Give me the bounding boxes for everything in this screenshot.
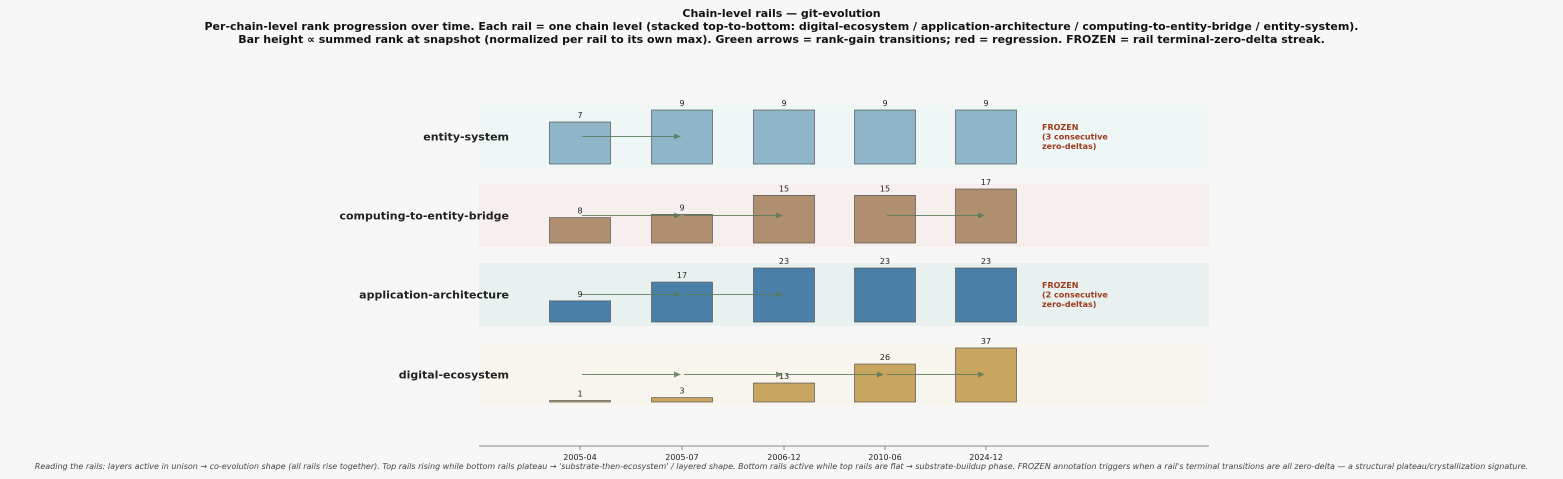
bar-value-label: 1 [577, 390, 582, 399]
frozen-annotation: zero-deltas) [1042, 142, 1096, 151]
rail-bar [854, 267, 916, 323]
rail-bar [753, 109, 815, 165]
frozen-annotation: FROZEN [1042, 123, 1078, 132]
rail-bar [854, 109, 916, 165]
bar-value-label: 26 [880, 353, 890, 362]
chart-subtitle-line-2: Bar height ∝ summed rank at snapshot (no… [238, 33, 1325, 46]
chart-subtitle-line-1: Per-chain-level rank progression over ti… [204, 20, 1359, 33]
bar-value-label: 17 [677, 271, 687, 280]
rail-bar [854, 363, 916, 403]
frozen-annotation: FROZEN [1042, 281, 1078, 290]
rail-label: digital-ecosystem [399, 369, 509, 382]
bar-value-label: 9 [882, 99, 887, 108]
rail-bar [549, 400, 611, 403]
bar-value-label: 23 [779, 257, 789, 266]
bar-value-label: 9 [679, 203, 684, 212]
rail-bar [955, 109, 1017, 165]
rail-bar [549, 300, 611, 323]
rail-bar [549, 217, 611, 244]
x-tick-label: 2010-06 [868, 453, 901, 462]
x-tick-label: 2006-12 [767, 453, 800, 462]
rail-label: computing-to-entity-bridge [339, 210, 509, 223]
rail-bar [854, 195, 916, 244]
frozen-annotation: (3 consecutive [1042, 133, 1108, 142]
x-tick-label: 2005-07 [665, 453, 698, 462]
rail-label: application-architecture [359, 289, 509, 302]
bar-value-label: 9 [983, 99, 988, 108]
chart-title: Chain-level rails — git-evolution [682, 7, 881, 20]
bar-value-label: 3 [679, 387, 684, 396]
rail-bar [651, 214, 713, 244]
x-tick-label: 2024-12 [969, 453, 1002, 462]
title-block: Chain-level rails — git-evolution Per-ch… [0, 7, 1563, 46]
reading-caption: Reading the rails: layers active in unis… [34, 462, 1529, 471]
frozen-annotation: zero-deltas) [1042, 300, 1096, 309]
rail-bar [753, 195, 815, 244]
bar-value-label: 9 [781, 99, 786, 108]
bar-value-label: 9 [577, 290, 582, 299]
bar-value-label: 7 [577, 111, 582, 120]
x-tick-label: 2005-04 [563, 453, 596, 462]
bar-value-label: 17 [981, 178, 991, 187]
bar-value-label: 8 [577, 207, 582, 216]
rail-bar [651, 281, 713, 323]
rail-bar [549, 121, 611, 165]
bar-value-label: 15 [779, 184, 789, 193]
frozen-annotation: (2 consecutive [1042, 291, 1108, 300]
rail-bar [753, 382, 815, 403]
bar-value-label: 23 [880, 257, 890, 266]
rail-label: entity-system [423, 131, 509, 144]
bar-value-label: 9 [679, 99, 684, 108]
bar-value-label: 15 [880, 184, 890, 193]
rail-bar [955, 267, 1017, 323]
bar-value-label: 23 [981, 257, 991, 266]
bar-value-label: 37 [981, 337, 991, 346]
rail-bar [651, 397, 713, 403]
bar-value-label: 13 [779, 372, 789, 381]
